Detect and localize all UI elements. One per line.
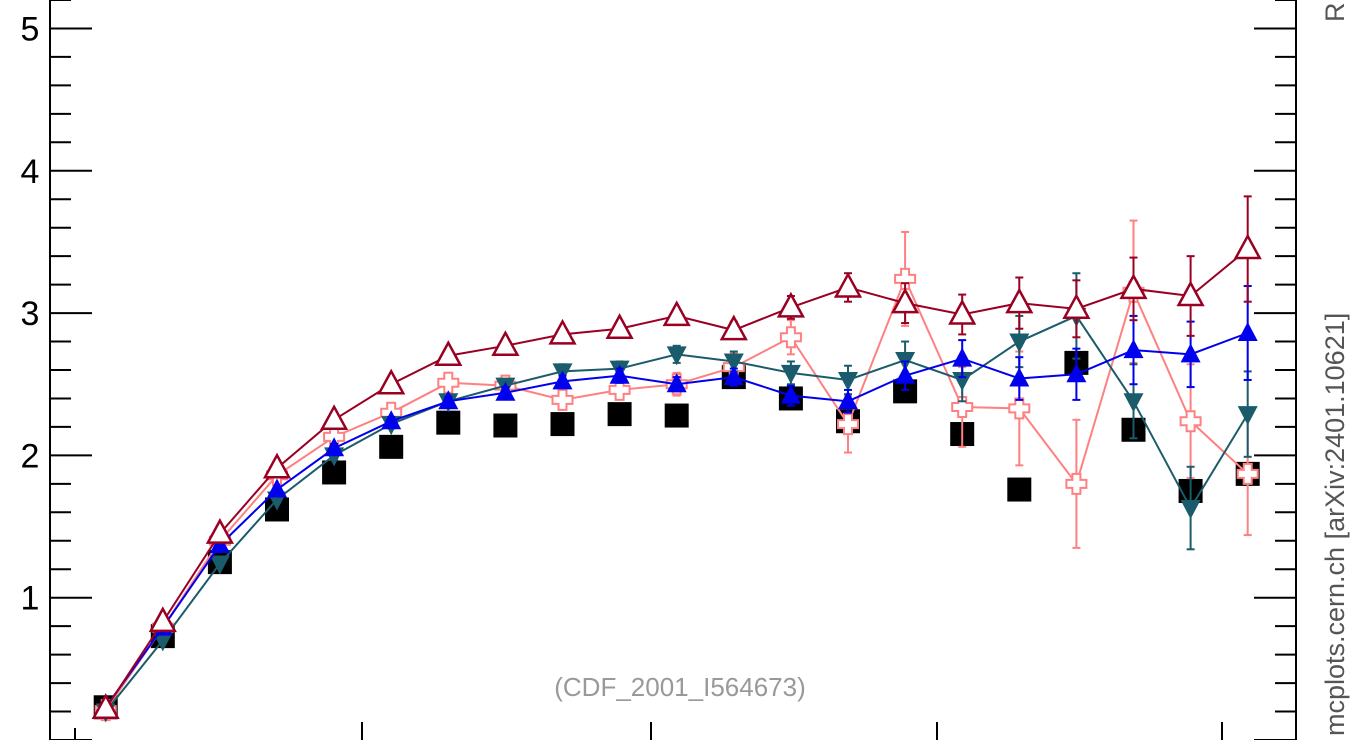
y-tick-label: 5 <box>21 10 40 48</box>
square-marker <box>379 434 404 459</box>
triangle-marker <box>1009 367 1030 387</box>
triangle-marker <box>780 384 801 404</box>
triangle-down-marker <box>780 364 801 384</box>
triangle-open-marker <box>1233 233 1262 260</box>
triangle-marker <box>723 366 744 386</box>
triangle-open-marker <box>262 452 292 479</box>
triangle-marker <box>267 478 287 498</box>
triangle-marker <box>1123 339 1144 359</box>
square-marker <box>436 410 461 435</box>
triangle-open-marker <box>1176 280 1205 307</box>
data-series <box>91 195 1262 723</box>
cross-marker <box>837 413 859 436</box>
series-triangle-open <box>91 195 1262 719</box>
triangle-down-marker <box>1123 393 1144 413</box>
triangle-marker <box>666 373 687 393</box>
triangle-open-marker <box>719 314 748 341</box>
triangle-down-marker <box>723 353 744 373</box>
triangle-down-marker <box>666 346 687 366</box>
triangle-down-marker <box>952 371 973 391</box>
triangle-marker <box>552 370 573 390</box>
triangle-open-marker <box>548 318 577 345</box>
triangle-marker <box>381 410 402 430</box>
triangle-down-marker <box>1180 500 1201 520</box>
square-marker <box>664 403 689 428</box>
cross-marker <box>1008 397 1031 420</box>
triangle-down-marker <box>1009 333 1030 353</box>
square-marker <box>550 412 575 437</box>
triangle-marker <box>609 364 630 384</box>
triangle-marker <box>324 437 345 457</box>
analysis-label: (CDF_2001_I564673) <box>554 672 806 702</box>
triangle-open-marker <box>948 298 977 325</box>
triangle-open-marker <box>1005 287 1034 314</box>
triangle-open-marker <box>890 287 920 314</box>
triangle-open-marker <box>833 271 863 298</box>
triangle-down-marker <box>209 555 230 575</box>
square-marker <box>607 402 632 427</box>
series-square-filled <box>93 350 1260 720</box>
triangle-marker <box>1066 363 1087 383</box>
cross-marker <box>1236 462 1259 485</box>
triangle-open-marker <box>776 291 806 318</box>
triangle-open-marker <box>1062 293 1091 320</box>
triangle-down-marker <box>1237 406 1258 426</box>
cross-marker <box>551 388 574 411</box>
triangle-open-marker <box>205 518 235 544</box>
triangle-open-marker <box>91 693 120 719</box>
cross-marker <box>894 267 917 290</box>
corner-label: R <box>1320 3 1350 23</box>
y-tick-label: 1 <box>21 580 40 618</box>
triangle-marker <box>895 364 916 384</box>
cross-marker <box>951 396 974 418</box>
triangle-open-marker <box>491 330 520 357</box>
square-marker <box>493 413 518 438</box>
triangle-open-marker <box>605 313 634 339</box>
triangle-open-marker <box>148 606 177 633</box>
triangle-marker <box>495 381 516 401</box>
cross-marker <box>1065 472 1088 495</box>
triangle-marker <box>952 347 973 367</box>
triangle-open-marker <box>319 404 349 431</box>
y-tick-label: 3 <box>21 295 40 333</box>
triangle-marker <box>438 390 459 410</box>
triangle-down-marker <box>838 371 858 391</box>
triangle-marker <box>1237 322 1258 341</box>
cross-marker <box>437 371 460 394</box>
cross-marker <box>779 326 802 349</box>
triangle-down-marker <box>152 632 173 652</box>
y-tick-label: 2 <box>21 437 40 475</box>
triangle-marker <box>838 390 858 410</box>
cross-marker <box>1179 410 1202 433</box>
triangle-open-marker <box>662 300 691 327</box>
source-credit: mcplots.cern.ch [arXiv:2401.10621] <box>1320 313 1350 736</box>
cross-marker <box>608 378 631 401</box>
triangle-marker <box>1180 343 1201 363</box>
square-marker <box>1007 477 1032 502</box>
triangle-open-marker <box>1119 273 1148 300</box>
plot-frame <box>49 0 1297 740</box>
y-axis: 1 2 3 4 5 <box>21 0 1296 740</box>
triangle-open-marker <box>434 340 463 367</box>
triangle-open-marker <box>377 368 406 395</box>
y-tick-label: 4 <box>21 153 40 191</box>
